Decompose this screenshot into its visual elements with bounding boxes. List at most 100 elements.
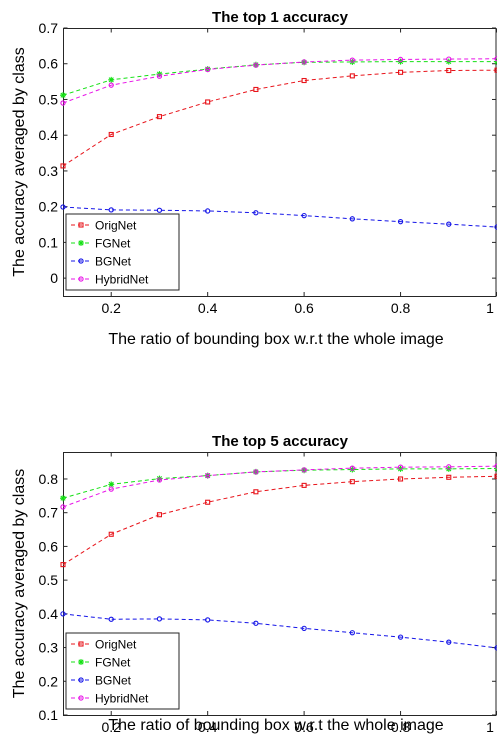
chart1-data-point <box>301 212 307 219</box>
chart1-x-tick-label: 1 <box>486 300 494 316</box>
chart2-y-tick-label: 0.8 <box>39 471 59 487</box>
chart2-y-tick-label: 0.2 <box>39 673 59 689</box>
chart2-data-point <box>446 639 452 645</box>
chart1-x-tick-label: 0.6 <box>294 300 314 316</box>
chart1-data-point <box>253 62 259 68</box>
chart1-x-axis-label: The ratio of bounding box w.r.t the whol… <box>108 331 443 348</box>
chart1-data-point <box>494 67 497 73</box>
chart1-series-orignet <box>60 67 497 169</box>
chart2-data-point <box>253 489 259 495</box>
chart1-legend-box <box>65 213 180 291</box>
chart1-legend-marker <box>78 276 84 282</box>
chart1-y-axis-label: The accuracy averaged by class <box>11 47 28 276</box>
chart1-data-point <box>108 82 114 88</box>
chart2-data-point <box>349 466 356 473</box>
chart1-y-tick-label: 0.7 <box>39 20 59 36</box>
chart2-x-tick-label: 1 <box>486 719 494 734</box>
chart2-data-point <box>60 611 66 617</box>
chart2-data-point <box>301 482 307 488</box>
chart1-data-point <box>156 207 163 213</box>
chart2-data-point <box>398 476 404 482</box>
chart2-data-point <box>301 625 307 631</box>
chart2-data-point <box>397 464 404 470</box>
chart1-data-point <box>301 59 307 65</box>
chart1-data-point <box>253 86 259 93</box>
chart2-y-tick-label: 0.3 <box>39 640 59 656</box>
chart2-legend-label: HybridNet <box>95 692 149 706</box>
chart1-legend-label: BGNet <box>95 255 132 269</box>
chart2-y-tick-label: 0.7 <box>39 505 59 521</box>
chart1-data-point <box>60 204 66 210</box>
chart2-series-hybridnet <box>60 463 497 510</box>
chart1-data-point <box>60 163 66 169</box>
chart1-x-tick-label: 0.2 <box>101 300 121 316</box>
chart2-data-point <box>253 469 259 475</box>
chart1-data-point <box>60 100 66 106</box>
chart1-x-tick-label: 0.8 <box>391 300 411 316</box>
chart2-data-point <box>205 617 211 623</box>
chart1-y-tick-label: 0.1 <box>39 234 59 250</box>
chart1-data-point <box>205 66 211 73</box>
chart1-series-line <box>62 61 497 96</box>
chart1-data-point <box>108 76 115 83</box>
chart2-data-point <box>156 477 163 483</box>
chart1-data-point <box>156 114 162 120</box>
chart2-legend-box <box>65 632 180 710</box>
chart1-legend-marker <box>78 240 84 246</box>
chart2-data-point <box>108 531 114 537</box>
chart1-series-line <box>62 69 497 167</box>
chart2-series-bgnet <box>60 611 497 651</box>
chart2-series-line <box>62 465 497 508</box>
chart2-x-axis-label: The ratio of bounding box w.r.t the whol… <box>108 717 443 734</box>
chart2-data-point <box>301 467 307 473</box>
chart2-y-tick-label: 0.6 <box>39 538 59 554</box>
chart2-y-tick-label: 0.1 <box>39 707 59 723</box>
chart1-data-point <box>60 92 66 99</box>
chart1-y-tick-label: 0.6 <box>39 56 59 72</box>
chart2-legend-label: OrigNet <box>95 638 137 652</box>
chart1: The top 1 accuracy 0.2 0.4 0.6 0.8 1 0 0.1 0.2 0.… <box>11 9 497 348</box>
chart2-x-tick-label: 0.2 <box>101 719 121 734</box>
chart1-data-point <box>301 77 307 84</box>
chart2-title: The top 5 accuracy <box>212 433 349 450</box>
chart1-data-point <box>349 216 355 222</box>
chart1-data-point <box>446 67 452 74</box>
chart1-data-point <box>253 210 259 216</box>
chart1-y-tick-label: 0.3 <box>39 163 59 179</box>
chart1-y-tick-label: 0.2 <box>39 199 59 215</box>
chart1-series-bgnet <box>60 204 497 230</box>
chart2-y-tick-label: 0.4 <box>39 606 59 622</box>
chart2-data-point <box>108 481 115 488</box>
chart1-y-tick-label: 0.4 <box>39 127 59 143</box>
chart1-legend-label: HybridNet <box>95 273 149 287</box>
chart2-legend: OrigNet FGNet BGNet HybridNet <box>65 632 180 710</box>
chart2-legend-marker <box>78 695 84 701</box>
chart2-data-point <box>60 504 66 510</box>
chart1-legend-marker <box>78 222 84 228</box>
chart2-data-point <box>349 479 355 485</box>
chart2: The top 5 accuracy 0.2 0.4 0.6 0.8 1 0.1 0.2 0.3… <box>11 433 497 734</box>
chart1-legend: OrigNet FGNet BGNet HybridNet <box>65 213 180 291</box>
chart2-legend-marker <box>78 659 84 665</box>
chart1-data-point <box>205 208 211 214</box>
chart2-data-point <box>446 474 452 480</box>
chart1-legend-label: OrigNet <box>95 219 137 233</box>
chart2-series-line <box>62 613 497 649</box>
chart2-data-point <box>60 495 66 502</box>
chart1-title: The top 1 accuracy <box>212 9 349 26</box>
chart1-series-hybridnet <box>60 56 497 106</box>
chart2-series-line <box>62 468 497 499</box>
chart2-data-point <box>397 634 404 640</box>
chart2-x-tick-label: 0.4 <box>198 719 218 734</box>
chart2-data-point <box>205 499 211 505</box>
chart2-y-tick-label: 0.5 <box>39 572 59 588</box>
chart2-legend-marker <box>78 677 84 683</box>
chart2-data-point <box>156 616 163 622</box>
chart1-data-point <box>397 56 404 63</box>
chart2-data-point <box>349 465 355 471</box>
chart1-data-point <box>349 73 355 79</box>
chart1-data-point <box>397 219 404 225</box>
chart2-data-point <box>156 512 162 518</box>
chart2-data-point <box>253 620 259 626</box>
